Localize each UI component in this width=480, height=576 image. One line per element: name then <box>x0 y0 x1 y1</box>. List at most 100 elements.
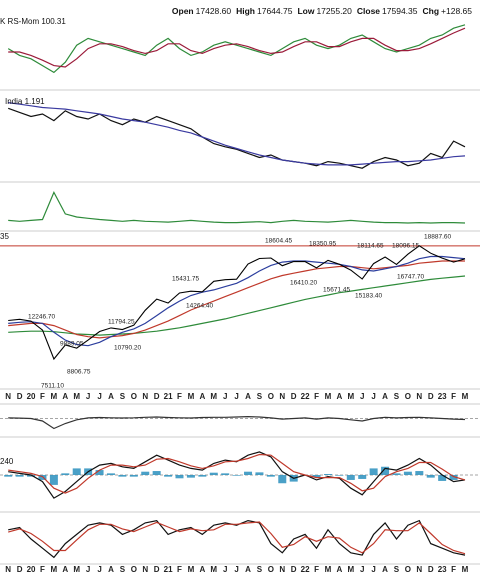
x-tick-label: F <box>451 392 456 401</box>
histogram-bar <box>175 475 184 479</box>
x-tick-label: J <box>86 392 90 401</box>
x-tick-label: A <box>336 392 342 401</box>
x-tick-label: J <box>371 565 375 574</box>
x-tick-label: M <box>73 565 80 574</box>
price-annotation: 7511.10 <box>41 383 64 390</box>
histogram-bar <box>15 475 24 477</box>
histogram-bar <box>426 475 435 478</box>
x-tick-label: J <box>360 565 364 574</box>
series-line <box>8 453 466 494</box>
histogram-bar <box>392 473 401 475</box>
x-tick-label: N <box>5 392 11 401</box>
x-tick-label: A <box>382 565 388 574</box>
quote-value: +128.65 <box>441 6 472 16</box>
quote-value: 17644.75 <box>257 6 293 16</box>
x-tick-label: D <box>154 392 160 401</box>
x-tick-label: A <box>199 565 205 574</box>
x-tick-label: 20 <box>27 565 36 574</box>
x-tick-label: J <box>371 392 375 401</box>
quote-label: Chg <box>423 6 440 16</box>
histogram-bar <box>266 475 275 477</box>
histogram-bar <box>61 473 70 475</box>
x-tick-label: O <box>268 392 274 401</box>
price-annotation: 14264.40 <box>186 303 213 310</box>
series-line <box>8 415 466 430</box>
series-line <box>8 102 466 166</box>
price-annotation: 16410.20 <box>290 280 317 287</box>
x-tick-label: S <box>257 392 263 401</box>
x-tick-label: J <box>234 565 238 574</box>
quote-label: Low <box>297 6 314 16</box>
x-tick-label: S <box>394 392 400 401</box>
x-tick-label: D <box>17 392 23 401</box>
x-tick-label: J <box>223 392 227 401</box>
x-tick-label: A <box>108 565 114 574</box>
histogram-bar <box>221 473 230 475</box>
quote-value: 17594.35 <box>382 6 418 16</box>
price-annotation: 11794.25 <box>108 319 135 326</box>
x-tick-label: A <box>245 392 251 401</box>
x-tick-label: M <box>462 565 469 574</box>
price-annotation: 18350.95 <box>309 241 336 248</box>
x-tick-label: A <box>199 392 205 401</box>
x-tick-label: M <box>51 392 58 401</box>
x-tick-label: 23 <box>438 565 447 574</box>
x-tick-label: D <box>17 565 23 574</box>
series-line <box>8 191 466 224</box>
x-tick-label: S <box>394 565 400 574</box>
x-tick-label: N <box>142 392 148 401</box>
histogram-bar <box>358 475 367 479</box>
x-tick-label: O <box>131 392 137 401</box>
histogram-bar <box>449 475 458 480</box>
panel-label: 35 <box>0 232 9 241</box>
panel-label: 240 <box>0 457 14 466</box>
x-tick-label: D <box>428 565 434 574</box>
price-annotation: 16747.70 <box>397 274 424 281</box>
histogram-bar <box>95 470 104 475</box>
price-annotation: 8806.75 <box>67 369 91 376</box>
histogram-bar <box>72 468 81 475</box>
panel-label: India 1.191 <box>5 97 45 106</box>
x-tick-label: 20 <box>27 392 36 401</box>
x-tick-label: J <box>97 392 101 401</box>
histogram-bar <box>278 475 287 484</box>
histogram-bar <box>186 475 195 478</box>
series-line <box>8 275 466 336</box>
series-line <box>8 245 466 361</box>
x-tick-label: M <box>462 392 469 401</box>
series-line <box>7 24 466 74</box>
histogram-bar <box>106 473 115 475</box>
histogram-bar <box>232 475 241 476</box>
histogram-bar <box>369 468 378 475</box>
x-tick-label: F <box>177 392 182 401</box>
x-tick-label: F <box>40 392 45 401</box>
histogram-bar <box>4 475 13 477</box>
x-tick-label: M <box>210 565 217 574</box>
x-tick-label: M <box>188 392 195 401</box>
price-annotation: 18096.15 <box>392 243 419 250</box>
panel-label: K RS-Mom 100.31 <box>0 17 66 26</box>
x-tick-label: N <box>5 565 11 574</box>
x-tick-label: M <box>325 565 332 574</box>
x-tick-label: 21 <box>164 565 173 574</box>
histogram-bar <box>209 472 218 475</box>
price-annotation: 18114.65 <box>357 243 384 250</box>
x-tick-label: O <box>131 565 137 574</box>
quote-header: Open 17428.60 High 17644.75 Low 17255.20 Close… <box>172 6 472 16</box>
x-tick-label: 21 <box>164 392 173 401</box>
histogram-bar <box>38 475 47 480</box>
x-tick-label: N <box>142 565 148 574</box>
series-line <box>8 451 466 499</box>
x-tick-label: N <box>416 392 422 401</box>
x-tick-label: D <box>428 392 434 401</box>
x-tick-label: N <box>279 392 285 401</box>
quote-text: Open 17428.60 High 17644.75 Low 17255.20 Close… <box>172 6 472 16</box>
quote-value: 17428.60 <box>196 6 232 16</box>
x-tick-label: S <box>120 392 126 401</box>
price-annotation: 9889.05 <box>60 341 84 348</box>
x-tick-label: D <box>154 565 160 574</box>
x-tick-label: M <box>51 565 58 574</box>
x-tick-label: F <box>177 565 182 574</box>
series-line <box>8 519 466 559</box>
